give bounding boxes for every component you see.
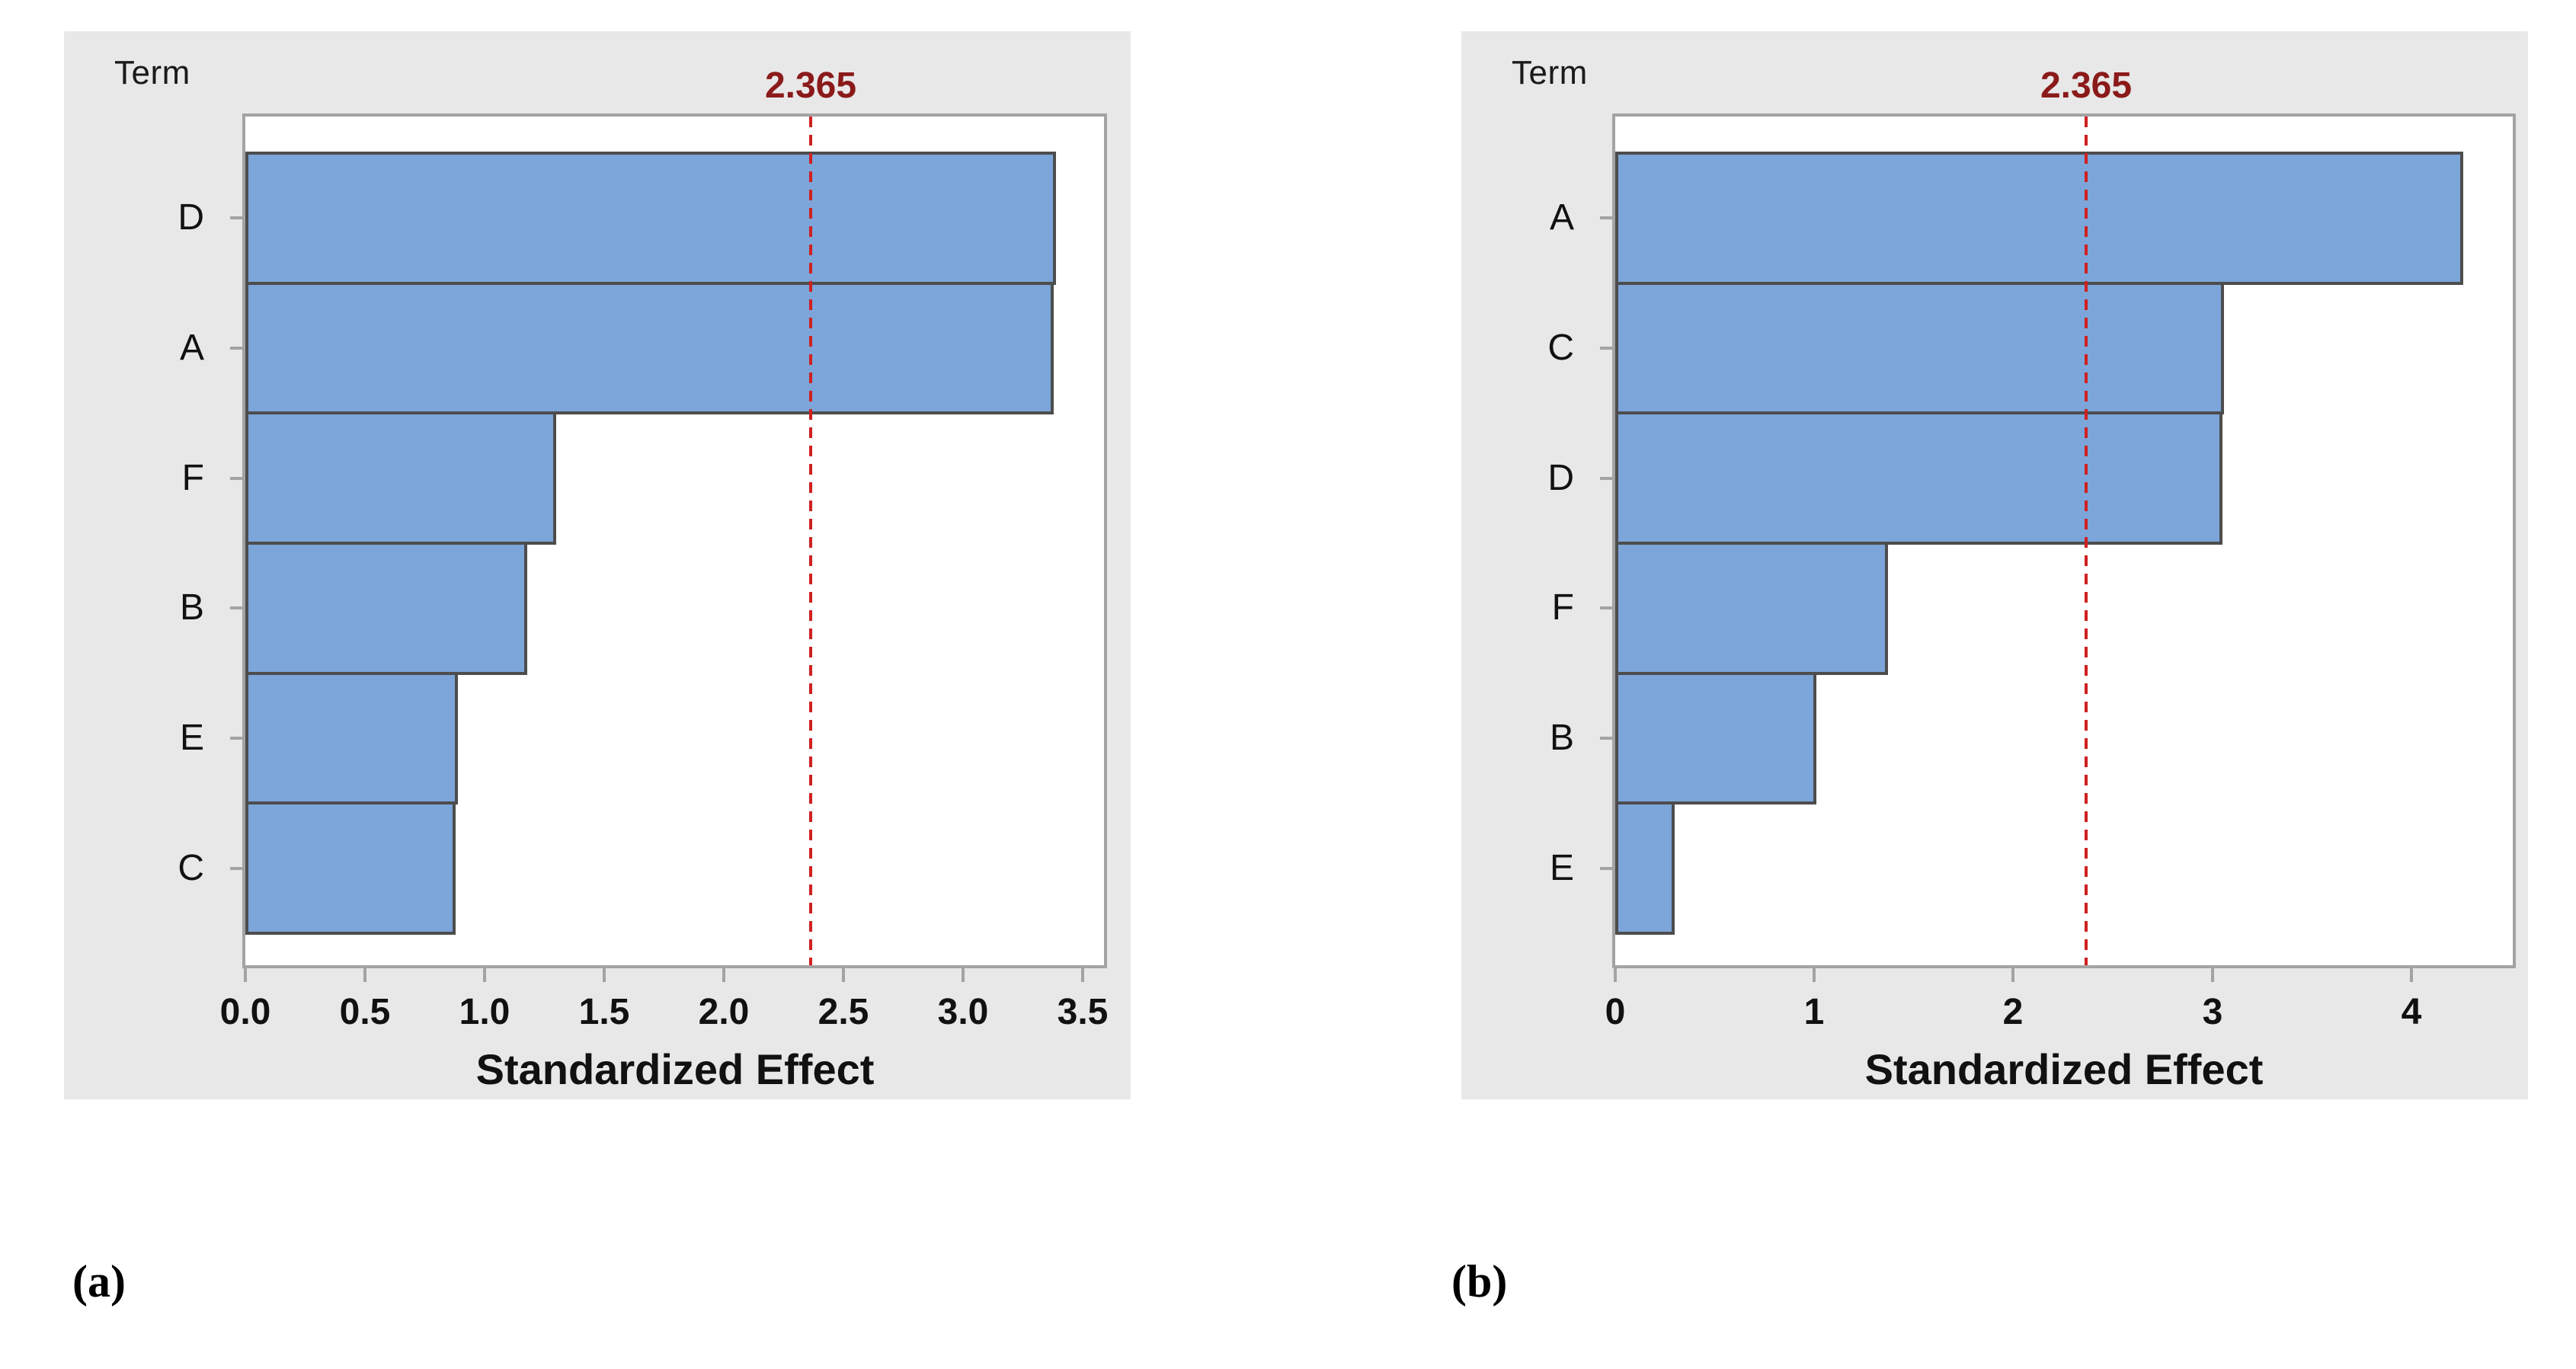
y-tick-mark xyxy=(230,737,242,740)
category-label-b: B xyxy=(179,587,204,628)
reference-line-label: 2.365 xyxy=(2040,66,2133,106)
x-axis-title: Standardized Effect xyxy=(1864,1045,2264,1093)
x-tick-mark xyxy=(2011,968,2014,982)
x-tick-label: 1.5 xyxy=(578,992,630,1032)
x-tick-mark xyxy=(1081,968,1084,982)
category-label-f: F xyxy=(181,458,204,498)
category-label-a: A xyxy=(179,328,204,368)
y-tick-mark xyxy=(1600,216,1612,219)
bar-f xyxy=(245,411,556,545)
pareto-panel-a: Term 2.365 Standardized Effect D A F B E C 0.0… xyxy=(64,31,1131,1099)
y-tick-mark xyxy=(1600,867,1612,870)
x-tick-mark xyxy=(483,968,486,982)
bar-b xyxy=(245,542,527,675)
x-tick-label: 2 xyxy=(2002,992,2024,1032)
category-label-e: E xyxy=(179,718,204,758)
x-tick-mark xyxy=(1813,968,1816,982)
reference-line-label: 2.365 xyxy=(764,66,857,106)
x-tick-label: 0.5 xyxy=(339,992,391,1032)
y-tick-mark xyxy=(230,347,242,350)
category-label-d: D xyxy=(178,197,204,238)
pareto-panel-b: Term 2.365 Standardized Effect A C D F B E 0 1 2… xyxy=(1461,31,2528,1099)
bar-f xyxy=(1615,542,1888,675)
y-tick-mark xyxy=(1600,477,1612,480)
reference-line xyxy=(2085,117,2088,965)
x-tick-mark xyxy=(962,968,965,982)
x-tick-mark xyxy=(2410,968,2413,982)
x-tick-label: 4 xyxy=(2401,992,2422,1032)
x-tick-label: 0 xyxy=(1605,992,1626,1032)
bar-c xyxy=(1615,281,2224,415)
category-label-a: A xyxy=(1549,197,1574,238)
x-tick-label: 2.0 xyxy=(698,992,750,1032)
x-axis-title: Standardized Effect xyxy=(475,1045,875,1093)
category-label-d: D xyxy=(1547,458,1574,498)
category-label-b: B xyxy=(1549,718,1574,758)
category-label-e: E xyxy=(1549,848,1574,888)
x-tick-mark xyxy=(1614,968,1617,982)
bar-d xyxy=(1615,411,2222,545)
reference-line xyxy=(809,117,812,965)
y-axis-title: Term xyxy=(114,54,190,91)
y-tick-mark xyxy=(1600,737,1612,740)
y-tick-mark xyxy=(1600,347,1612,350)
category-label-c: C xyxy=(178,848,204,888)
x-tick-mark xyxy=(722,968,725,982)
bar-e xyxy=(1615,801,1675,935)
bar-a xyxy=(1615,152,2463,285)
plot-area xyxy=(242,114,1107,968)
category-label-c: C xyxy=(1547,328,1574,368)
x-tick-label: 3 xyxy=(2202,992,2223,1032)
caption-b: (b) xyxy=(1451,1256,1508,1307)
y-axis-title: Term xyxy=(1512,54,1588,91)
x-tick-label: 2.5 xyxy=(818,992,869,1032)
x-tick-label: 3.0 xyxy=(937,992,989,1032)
caption-a: (a) xyxy=(72,1256,126,1307)
x-tick-label: 0.0 xyxy=(219,992,271,1032)
bar-a xyxy=(245,281,1054,415)
plot-area xyxy=(1612,114,2516,968)
x-tick-mark xyxy=(363,968,366,982)
x-tick-label: 1 xyxy=(1803,992,1825,1032)
bar-c xyxy=(245,801,456,935)
x-tick-label: 1.0 xyxy=(459,992,510,1032)
y-tick-mark xyxy=(230,867,242,870)
bar-b xyxy=(1615,671,1816,805)
x-tick-mark xyxy=(244,968,247,982)
y-tick-mark xyxy=(230,606,242,609)
y-tick-mark xyxy=(230,216,242,219)
x-tick-mark xyxy=(2211,968,2214,982)
bar-d xyxy=(245,152,1056,285)
category-label-f: F xyxy=(1551,587,1574,628)
y-tick-mark xyxy=(1600,606,1612,609)
y-tick-mark xyxy=(230,477,242,480)
bar-e xyxy=(245,671,458,805)
x-tick-mark xyxy=(842,968,845,982)
x-tick-label: 3.5 xyxy=(1057,992,1109,1032)
x-tick-mark xyxy=(603,968,606,982)
